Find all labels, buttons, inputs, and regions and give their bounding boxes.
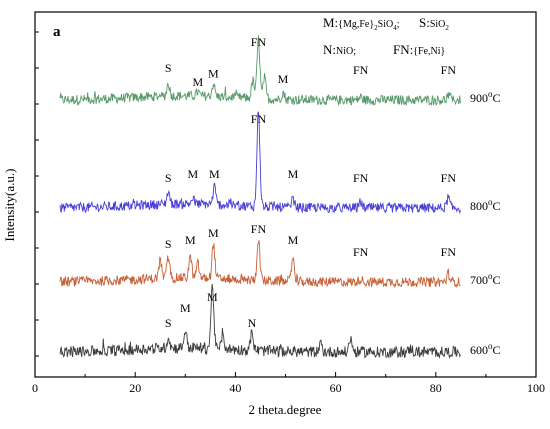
x-tick-label: 80	[430, 381, 442, 395]
legend-key: N:	[323, 42, 336, 57]
legend-formula: {Fe,Ni}	[413, 46, 445, 57]
peak-label: N	[248, 316, 257, 330]
peak-label: FN	[353, 245, 369, 259]
peak-label: FN	[353, 171, 369, 185]
peak-label: M	[209, 167, 220, 181]
peak-label: M	[187, 167, 198, 181]
temperature-value: 700	[470, 273, 488, 287]
legend-entry: N:NiO;	[323, 42, 356, 57]
temperature-label: 800oC	[470, 197, 501, 213]
legend-formula: SiO	[430, 19, 446, 30]
degree-symbol: o	[488, 89, 493, 99]
peak-label: M	[288, 167, 299, 181]
degree-symbol: o	[488, 197, 493, 207]
peak-label: FN	[251, 112, 267, 126]
y-axis-title: Intensity(a.u.)	[2, 169, 17, 242]
series-line-800	[59, 111, 461, 215]
peak-label: FN	[251, 35, 267, 49]
panel-label: a	[53, 24, 61, 40]
series-line-700	[59, 240, 461, 289]
temperature-unit: C	[493, 199, 501, 213]
peak-label: M	[180, 301, 191, 315]
peak-label: FN	[441, 171, 457, 185]
x-tick-label: 40	[229, 381, 241, 395]
peak-label: S	[165, 237, 172, 251]
peak-label: S	[165, 316, 172, 330]
x-tick-label: 100	[527, 381, 545, 395]
legend-subscript: 2	[445, 24, 449, 32]
legend-entry: FN:{Fe,Ni}	[393, 42, 445, 57]
degree-symbol: o	[488, 271, 493, 281]
peak-label: M	[185, 233, 196, 247]
peak-label: M	[192, 75, 203, 89]
legend-subscript: 2	[374, 24, 378, 32]
peak-label: M	[208, 66, 219, 80]
degree-symbol: o	[488, 341, 493, 351]
peak-label: M	[288, 233, 299, 247]
temperature-label: 900oC	[470, 89, 501, 105]
temperature-value: 900	[470, 91, 488, 105]
peak-label: M	[278, 72, 289, 86]
peak-label: FN	[251, 222, 267, 236]
temperature-label: 600oC	[470, 341, 501, 357]
peak-label: M	[208, 226, 219, 240]
series-line-600	[59, 283, 461, 360]
series-line-900	[59, 35, 461, 107]
temperature-unit: C	[493, 273, 501, 287]
temperature-label: 700oC	[470, 271, 501, 287]
temperature-value: 800	[470, 199, 488, 213]
peak-label: S	[165, 171, 172, 185]
legend-formula: ;	[397, 19, 400, 30]
legend-key: S:	[419, 15, 430, 30]
axis-layer: 0 20 40 60 80 100	[32, 11, 545, 395]
peak-label: M	[207, 290, 218, 304]
legend-entry: M:{Mg,Fe}2SiO4;	[323, 15, 400, 32]
legend-entry: S:SiO2	[419, 15, 449, 32]
x-tick-label: 20	[129, 381, 141, 395]
x-axis-title: 2 theta.degree	[249, 402, 322, 417]
legend-formula: {Mg,Fe}	[338, 19, 374, 30]
temperature-unit: C	[493, 343, 501, 357]
x-tick-label: 60	[330, 381, 342, 395]
temperature-value: 600	[470, 343, 488, 357]
legend-key: M:	[323, 15, 338, 30]
peak-label: S	[165, 61, 172, 75]
plot-frame	[34, 11, 537, 378]
x-tick-label: 0	[32, 381, 38, 395]
peak-label: FN	[441, 245, 457, 259]
peak-label: FN	[353, 63, 369, 77]
legend-formula: NiO;	[336, 46, 356, 57]
legend-subscript: 4	[393, 24, 397, 32]
temperature-unit: C	[493, 91, 501, 105]
legend-formula: SiO	[378, 19, 394, 30]
peak-label: FN	[441, 63, 457, 77]
legend-key: FN:	[393, 42, 413, 57]
